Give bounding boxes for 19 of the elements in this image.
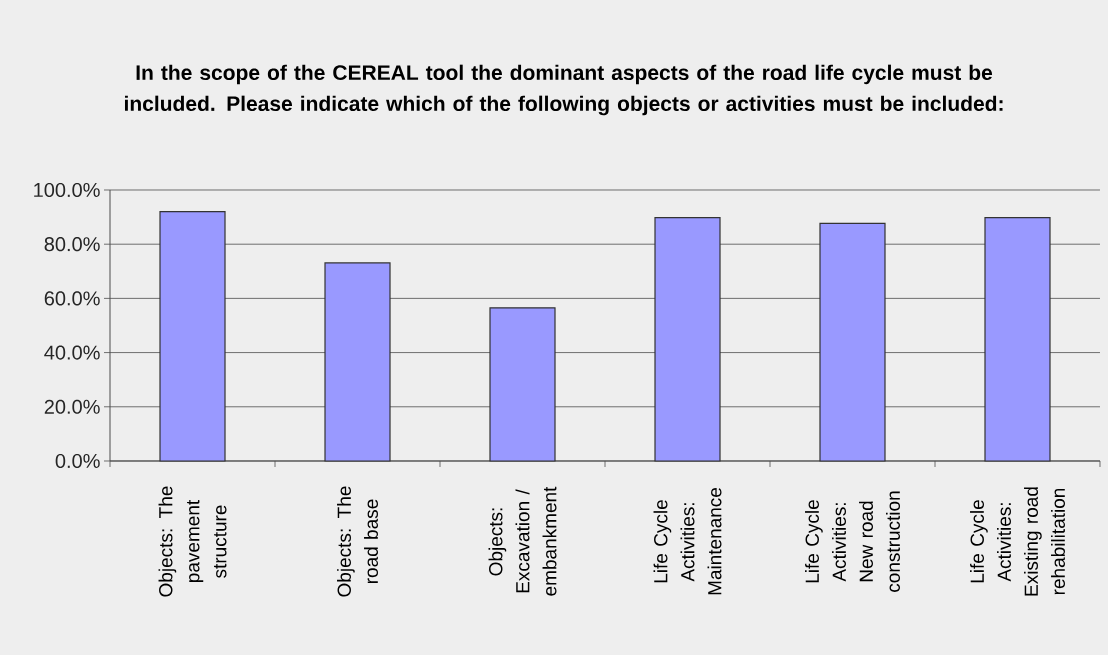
bar — [654, 217, 721, 462]
x-tick-label: Objects: The road base — [337, 486, 378, 597]
x-tick-label: Objects: The pavement structure — [158, 486, 227, 597]
chart-title: In the scope of the CEREAL tool the dominant aspects of the road life cycle must be included. Please indicate which of the following objects or activities must be included: — [124, 64, 1003, 116]
bar — [984, 217, 1051, 462]
bar — [489, 307, 556, 462]
x-tick-label: Life Cycle Activities: Existing road rehabilitation — [970, 487, 1065, 596]
y-tick-label: 40.0% — [44, 345, 100, 360]
y-tick-label: 100.0% — [34, 182, 100, 198]
x-tick-label: Life Cycle Activities: New road construction — [805, 491, 900, 592]
y-tick-label: 60.0% — [44, 291, 100, 306]
y-tick-label: 0.0% — [55, 453, 100, 469]
y-tick-label: 20.0% — [44, 399, 100, 414]
x-tick-label: Objects: Excavation / embankment — [488, 486, 557, 596]
bar — [819, 222, 886, 462]
y-tick-label: 80.0% — [44, 237, 100, 252]
x-tick-label: Life Cycle Activities: Maintenance — [653, 487, 722, 595]
bar — [159, 211, 226, 462]
bar — [324, 262, 391, 462]
